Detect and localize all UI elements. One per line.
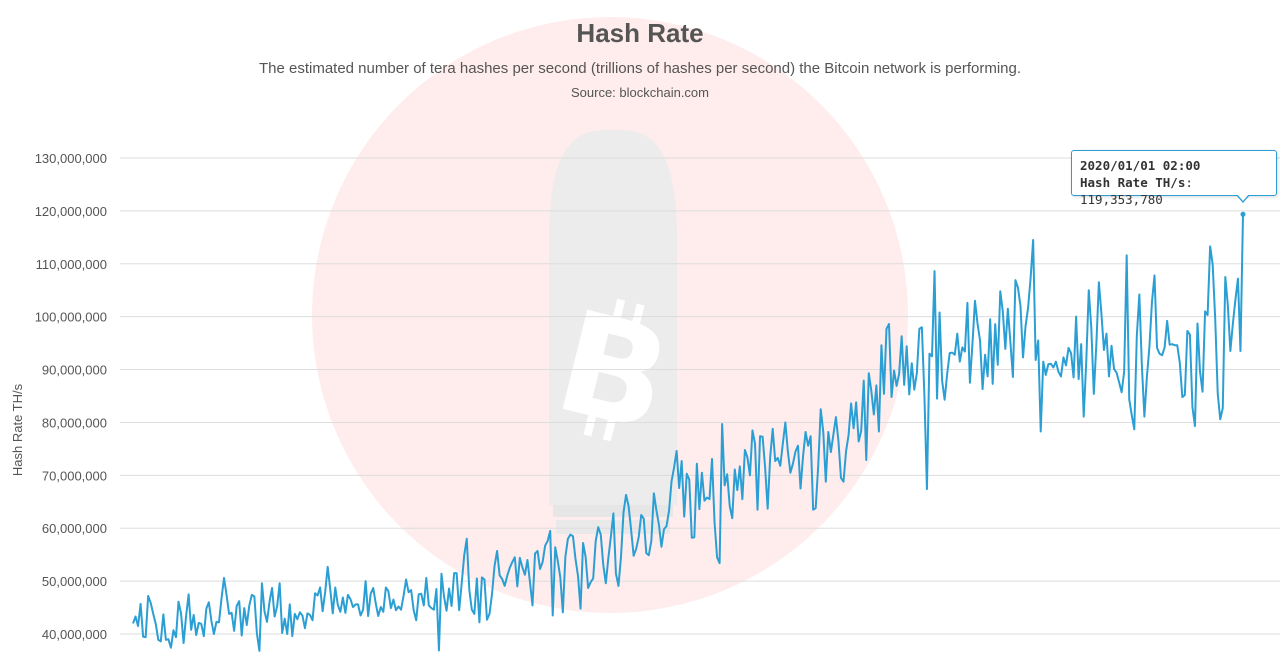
y-axis-ticks: 40,000,000 50,000,000 60,000,000 70,000,000…	[35, 151, 107, 642]
y-tick-label: 100,000,000	[35, 310, 107, 325]
watermark-bitcoin-bar-top	[612, 298, 626, 322]
y-tick-label: 60,000,000	[42, 521, 107, 536]
y-tick-label: 90,000,000	[42, 363, 107, 378]
watermark-bullet-base	[553, 505, 673, 517]
watermark-bitcoin-bar-bottom	[583, 413, 597, 437]
y-tick-label: 80,000,000	[42, 415, 107, 430]
watermark-bitcoin-bar-top2	[631, 303, 645, 327]
tooltip-value: 119,353,780	[1080, 192, 1163, 207]
chart-title: Hash Rate	[576, 18, 704, 48]
series-group	[132, 211, 1246, 652]
y-tick-label: 120,000,000	[35, 204, 107, 219]
highlighted-point-marker[interactable]	[1240, 211, 1246, 217]
tooltip-pointer-inner	[1237, 194, 1249, 201]
watermark-bitcoin-bar-bottom2	[602, 418, 616, 442]
y-tick-label: 70,000,000	[42, 468, 107, 483]
y-tick-label: 130,000,000	[35, 151, 107, 166]
chart-subtitle: The estimated number of tera hashes per …	[258, 60, 1022, 77]
tooltip-date: 2020/01/01 02:00	[1080, 158, 1201, 173]
y-tick-label: 50,000,000	[42, 574, 107, 589]
y-tick-label: 40,000,000	[42, 627, 107, 642]
y-tick-label: 110,000,000	[36, 257, 107, 272]
watermark: B	[312, 17, 908, 613]
y-axis-label: Hash Rate TH/s	[10, 383, 25, 476]
chart-source: Source: blockchain.com	[570, 85, 709, 100]
tooltip-series-label: Hash Rate TH/s	[1080, 175, 1186, 190]
data-tooltip: 2020/01/01 02:00 Hash Rate TH/s: 119,353…	[1071, 150, 1277, 207]
hash-rate-series-line	[132, 214, 1244, 652]
grid-lines	[120, 157, 1280, 635]
tooltip-value-row: Hash Rate TH/s: 119,353,780	[1080, 175, 1193, 207]
